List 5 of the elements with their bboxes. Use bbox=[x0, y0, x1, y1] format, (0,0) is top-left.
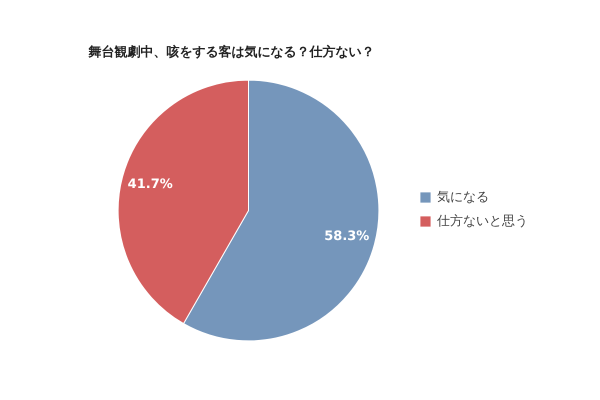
legend-label: 仕方ないと思う bbox=[437, 213, 528, 230]
legend-label: 気になる bbox=[437, 189, 489, 206]
chart-title: 舞台観劇中、咳をする客は気になる？仕方ない？ bbox=[88, 44, 374, 60]
data-label: 58.3% bbox=[324, 229, 370, 244]
data-label: 41.7% bbox=[128, 176, 173, 192]
